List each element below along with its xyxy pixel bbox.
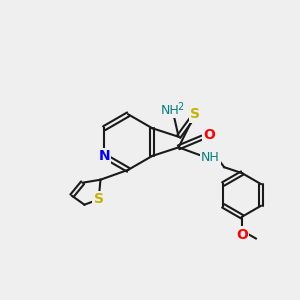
Text: NH: NH <box>160 103 179 116</box>
Text: 2: 2 <box>178 102 184 112</box>
Text: S: S <box>94 192 104 206</box>
Text: N: N <box>98 149 110 163</box>
Text: O: O <box>203 128 215 142</box>
Text: NH: NH <box>201 151 220 164</box>
Text: O: O <box>236 228 248 242</box>
Text: S: S <box>190 107 200 121</box>
